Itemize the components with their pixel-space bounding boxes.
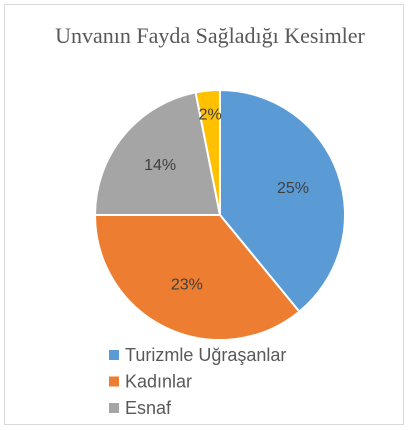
data-label: 23%	[171, 276, 203, 293]
legend-label: Kadınlar	[125, 371, 192, 391]
pie-slice	[219, 88, 346, 314]
pie-slice	[194, 88, 221, 216]
legend-label: Turizmle Uğraşanlar	[125, 345, 286, 365]
legend-swatch	[109, 350, 119, 360]
data-label: 2%	[199, 107, 222, 124]
data-label: 25%	[277, 180, 309, 197]
legend-label: Esnaf	[125, 398, 172, 418]
pie-slice	[93, 91, 222, 216]
data-label: 14%	[144, 157, 176, 174]
chart-title: Unvanın Fayda Sağladığı Kesimler	[55, 23, 365, 48]
chart-frame	[4, 4, 404, 425]
legend-swatch	[109, 403, 119, 413]
pie-slice	[93, 214, 301, 341]
legend-swatch	[109, 376, 119, 387]
